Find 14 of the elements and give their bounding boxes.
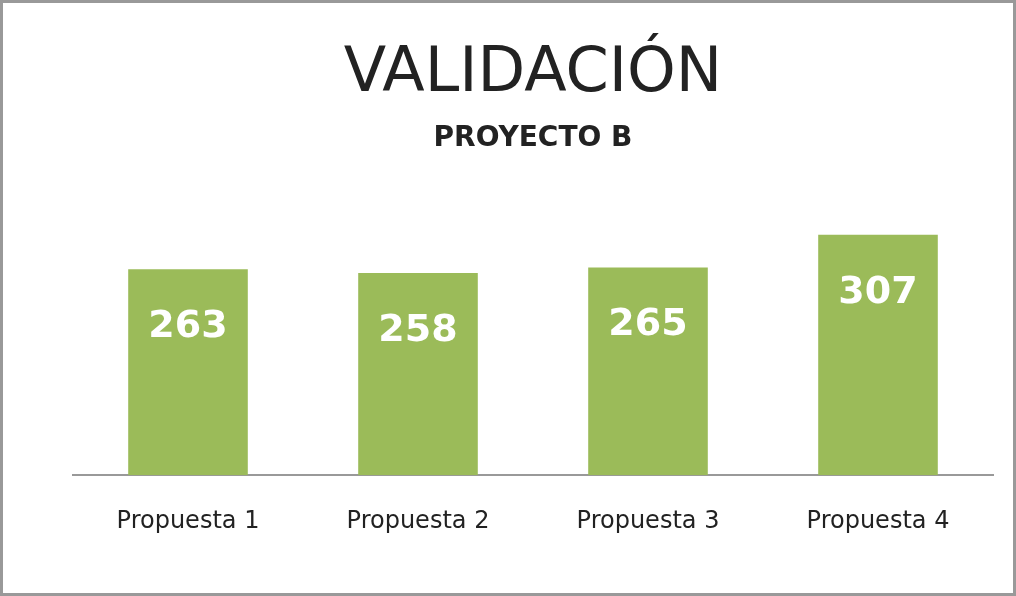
chart-subtitle: PROYECTO B xyxy=(433,120,633,154)
x-tick-label: Propuesta 2 xyxy=(346,505,490,534)
data-label: 263 xyxy=(148,302,228,347)
bar xyxy=(128,269,248,476)
data-label: 258 xyxy=(378,305,458,350)
bar xyxy=(818,234,938,476)
x-tick-label: Propuesta 4 xyxy=(806,505,950,534)
chart-title: VALIDACIÓN xyxy=(343,33,723,107)
bar xyxy=(358,273,478,476)
data-label: 265 xyxy=(608,300,688,345)
data-label: 307 xyxy=(838,267,918,312)
x-tick-label: Propuesta 3 xyxy=(576,505,720,534)
bar xyxy=(588,267,708,476)
x-tick-label: Propuesta 1 xyxy=(116,505,260,534)
